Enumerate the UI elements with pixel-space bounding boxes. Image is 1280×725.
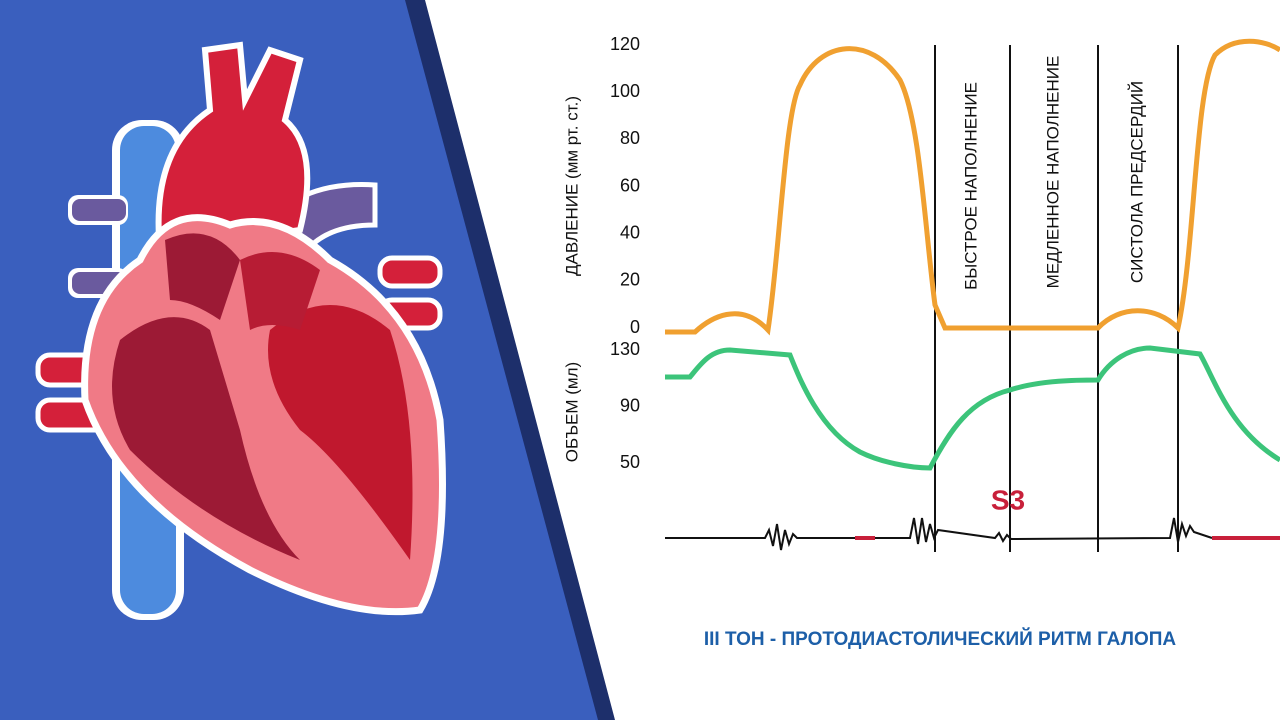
tick-label: 60	[620, 175, 640, 195]
tick-label: 130	[610, 339, 640, 359]
tick-label: 90	[620, 395, 640, 415]
ticks: 0 20 40 60 80 100 120 50 90 130	[610, 34, 640, 472]
tick-label: 40	[620, 222, 640, 242]
phase-label: БЫСТРОЕ НАПОЛНЕНИЕ	[961, 82, 980, 290]
tick-label: 80	[620, 128, 640, 148]
pressure-axis-label: ДАВЛЕНИЕ (мм рт. ст.)	[562, 96, 581, 276]
tick-label: 100	[610, 81, 640, 101]
tick-label: 20	[620, 270, 640, 290]
tick-label: 50	[620, 452, 640, 472]
caption: III ТОН - ПРОТОДИАСТОЛИЧЕСКИЙ РИТМ ГАЛОП…	[704, 628, 1177, 650]
volume-curve	[665, 345, 1280, 471]
tick-label: 0	[630, 317, 640, 337]
phase-label: СИСТОЛА ПРЕДСЕРДИЙ	[1127, 81, 1146, 283]
heart-panel	[0, 0, 615, 720]
s3-label: S3	[991, 484, 1025, 515]
tick-label: 120	[610, 34, 640, 54]
volume-axis-label: ОБЪЕМ (мл)	[562, 362, 581, 462]
sound-trace	[665, 517, 1213, 551]
pressure-curve	[665, 38, 1280, 336]
phase-label: МЕДЛЕННОЕ НАПОЛНЕНИЕ	[1043, 56, 1062, 289]
diagram: ДАВЛЕНИЕ (мм рт. ст.) ОБЪЕМ (мл) 0 20 40 60…	[562, 34, 1280, 552]
